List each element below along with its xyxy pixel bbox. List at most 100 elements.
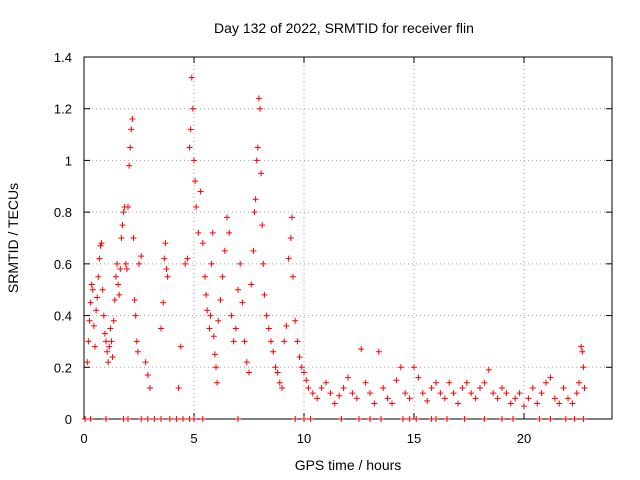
data-point: [340, 384, 347, 391]
data-point: [131, 297, 138, 304]
data-point: [413, 416, 420, 422]
data-point: [551, 395, 558, 402]
data-point: [241, 338, 248, 345]
data-point: [105, 359, 112, 366]
data-point: [224, 214, 230, 221]
data-point: [285, 255, 292, 262]
y-tick-label: 1.4: [54, 50, 72, 65]
data-point: [402, 390, 409, 397]
data-point: [161, 255, 168, 262]
data-point: [103, 416, 109, 422]
data-point: [560, 384, 567, 391]
data-point: [384, 395, 391, 402]
data-point: [109, 353, 116, 360]
data-point: [120, 209, 127, 216]
data-point: [477, 384, 483, 391]
data-point: [338, 416, 345, 422]
data-point: [279, 384, 285, 391]
data-point: [481, 416, 488, 422]
data-point: [472, 395, 479, 402]
data-point: [221, 247, 228, 254]
data-point: [232, 325, 239, 332]
data-point: [397, 364, 404, 371]
data-point: [579, 348, 586, 355]
data-point: [481, 379, 488, 386]
data-point: [214, 379, 221, 386]
data-point: [125, 416, 131, 422]
x-axis-label: GPS time / hours: [295, 457, 402, 473]
data-point: [243, 359, 250, 366]
data-point: [580, 364, 587, 371]
data-point: [547, 374, 554, 381]
data-point: [254, 144, 261, 151]
data-point: [569, 400, 576, 407]
data-point: [571, 416, 578, 422]
data-point: [125, 203, 131, 210]
data-point: [85, 338, 92, 345]
data-point: [138, 416, 145, 422]
data-point: [327, 390, 334, 397]
data-point: [192, 178, 199, 185]
data-point: [287, 235, 294, 241]
data-point: [581, 384, 588, 391]
data-point: [419, 390, 426, 397]
data-point: [309, 390, 316, 397]
data-point: [525, 395, 532, 402]
y-axis-label: SRMTID / TECUs: [5, 183, 21, 293]
data-point: [252, 196, 259, 203]
data-point: [162, 240, 169, 247]
x-tick-label: 0: [80, 431, 87, 446]
data-point: [503, 390, 510, 397]
data-point: [298, 364, 305, 371]
data-point: [415, 374, 422, 381]
data-point: [268, 338, 274, 345]
data-point: [307, 416, 314, 422]
data-point: [175, 384, 182, 391]
data-point: [230, 338, 237, 345]
data-point: [199, 240, 206, 247]
data-point: [134, 348, 141, 355]
data-point: [158, 325, 164, 332]
data-point: [318, 384, 325, 391]
data-point: [147, 384, 153, 391]
data-point: [356, 416, 362, 422]
data-point: [362, 379, 369, 386]
data-point: [144, 416, 151, 422]
data-point: [576, 379, 582, 386]
data-point: [485, 366, 492, 373]
data-point: [261, 291, 268, 298]
y-tick-label: 1.2: [54, 102, 72, 117]
data-point: [197, 188, 204, 195]
data-point: [106, 343, 113, 350]
data-point: [235, 286, 241, 293]
data-point: [250, 247, 257, 254]
data-point: [92, 343, 98, 350]
data-point: [270, 348, 277, 355]
tick-labels: 0 0.2 0.4 0.6 0.8 1 1.2 1.4 0 5 10 15 20: [54, 50, 531, 446]
data-point: [290, 273, 296, 280]
data-point: [580, 416, 587, 422]
data-point: [87, 416, 94, 422]
data-point: [294, 338, 301, 345]
data-point: [180, 416, 186, 422]
data-point: [265, 325, 272, 332]
data-point: [272, 364, 279, 371]
data-point: [573, 390, 580, 397]
data-point: [499, 384, 505, 391]
data-point: [536, 416, 543, 422]
data-point: [82, 416, 89, 422]
data-point: [138, 253, 145, 260]
data-point: [260, 260, 267, 267]
data-point: [251, 209, 258, 216]
data-point: [158, 416, 164, 422]
grid-lines: [84, 57, 612, 419]
data-point: [160, 299, 167, 306]
data-point: [393, 377, 400, 384]
data-point: [323, 379, 329, 386]
data-point: [209, 229, 216, 236]
data-point: [463, 379, 470, 386]
data-point: [378, 416, 384, 422]
data-point: [253, 157, 260, 164]
data-point: [248, 281, 255, 288]
data-point: [283, 322, 290, 329]
